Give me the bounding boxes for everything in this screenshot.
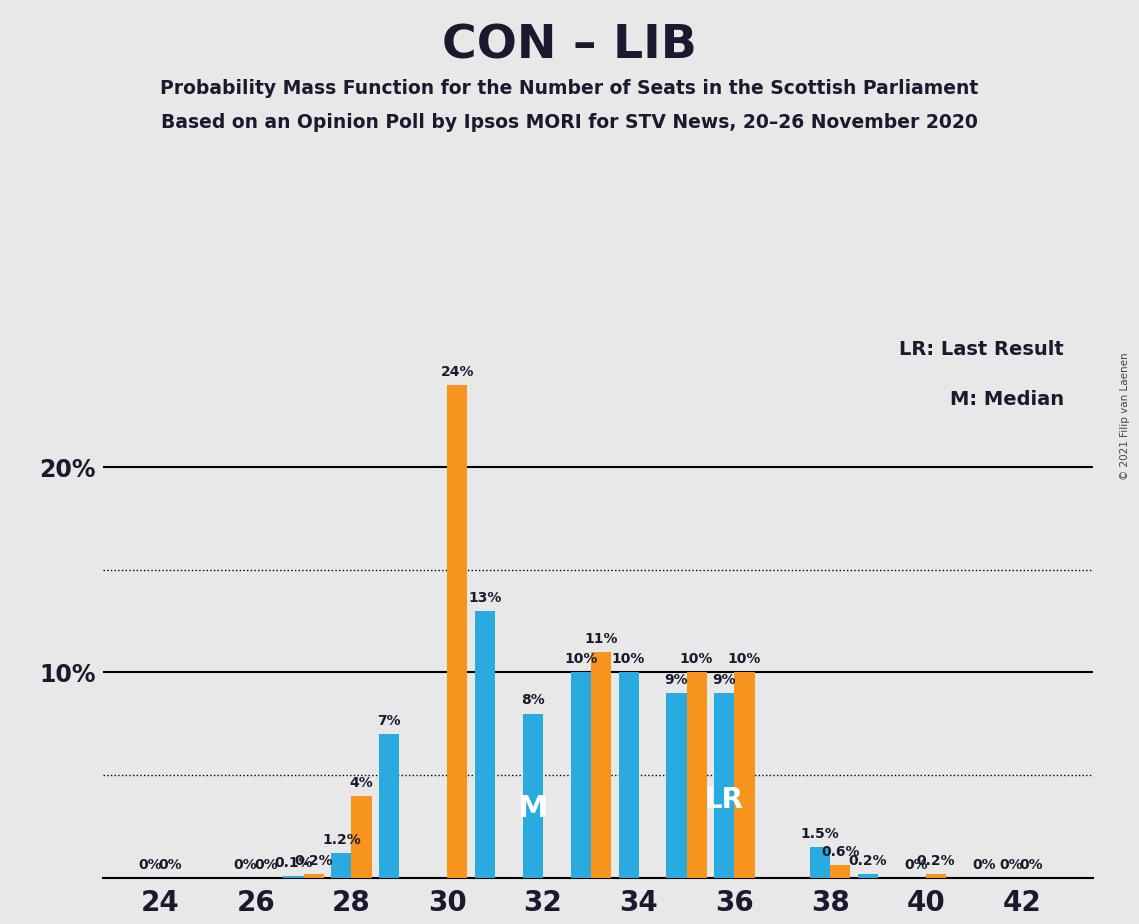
Text: Probability Mass Function for the Number of Seats in the Scottish Parliament: Probability Mass Function for the Number…	[161, 79, 978, 98]
Bar	[714, 693, 735, 878]
Text: 0.2%: 0.2%	[849, 854, 887, 868]
Text: © 2021 Filip van Laenen: © 2021 Filip van Laenen	[1120, 352, 1130, 480]
Bar	[475, 611, 495, 878]
Text: CON – LIB: CON – LIB	[442, 23, 697, 68]
Text: 0%: 0%	[1000, 857, 1024, 871]
Text: 0%: 0%	[158, 857, 182, 871]
Bar	[687, 673, 706, 878]
Bar	[571, 673, 591, 878]
Text: 10%: 10%	[680, 652, 713, 666]
Text: LR: LR	[705, 786, 744, 814]
Text: 0%: 0%	[904, 857, 927, 871]
Text: 9%: 9%	[665, 673, 688, 687]
Text: Based on an Opinion Poll by Ipsos MORI for STV News, 20–26 November 2020: Based on an Opinion Poll by Ipsos MORI f…	[161, 113, 978, 132]
Text: 0.6%: 0.6%	[821, 845, 860, 859]
Text: 0.2%: 0.2%	[294, 854, 333, 868]
Text: 0%: 0%	[1019, 857, 1043, 871]
Text: 4%: 4%	[350, 775, 374, 789]
Text: 0.2%: 0.2%	[917, 854, 956, 868]
Bar	[284, 876, 304, 878]
Text: M: Median: M: Median	[950, 390, 1064, 409]
Bar	[810, 847, 830, 878]
Bar	[352, 796, 371, 878]
Text: 0%: 0%	[254, 857, 278, 871]
Bar	[448, 385, 467, 878]
Bar	[523, 713, 543, 878]
Bar	[830, 866, 850, 878]
Text: 11%: 11%	[584, 632, 617, 646]
Bar	[735, 673, 754, 878]
Text: 1.5%: 1.5%	[801, 827, 839, 841]
Text: 0.1%: 0.1%	[274, 856, 313, 869]
Text: 0%: 0%	[233, 857, 257, 871]
Bar	[331, 853, 352, 878]
Text: 8%: 8%	[521, 693, 544, 708]
Text: 10%: 10%	[728, 652, 761, 666]
Text: 10%: 10%	[564, 652, 598, 666]
Text: 0%: 0%	[972, 857, 995, 871]
Text: LR: Last Result: LR: Last Result	[899, 340, 1064, 359]
Text: 10%: 10%	[612, 652, 646, 666]
Bar	[618, 673, 639, 878]
Text: 1.2%: 1.2%	[322, 833, 361, 847]
Bar	[926, 874, 947, 878]
Bar	[666, 693, 687, 878]
Bar	[591, 652, 611, 878]
Text: 0%: 0%	[138, 857, 162, 871]
Bar	[858, 874, 878, 878]
Text: M: M	[518, 795, 548, 823]
Bar	[379, 734, 400, 878]
Text: 13%: 13%	[468, 590, 501, 604]
Text: 7%: 7%	[377, 714, 401, 728]
Text: 24%: 24%	[441, 365, 474, 379]
Text: 9%: 9%	[713, 673, 736, 687]
Bar	[304, 874, 323, 878]
